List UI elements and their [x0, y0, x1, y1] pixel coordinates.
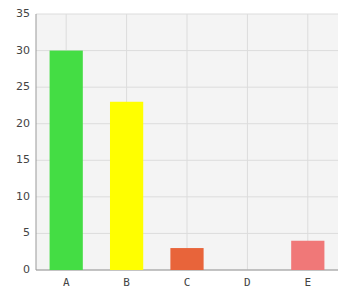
y-tick-label: 25: [16, 80, 30, 93]
bar: [50, 51, 83, 270]
y-tick-label: 35: [16, 7, 30, 20]
y-tick-label: 0: [23, 263, 30, 276]
plot-area: [36, 14, 338, 270]
grid: [36, 14, 338, 270]
bar-chart: 0 5 10 15 20 25 30 35 A B C D E: [0, 0, 350, 300]
y-tick-label: 20: [16, 117, 30, 130]
bar: [110, 102, 143, 270]
x-tick-label: C: [184, 276, 191, 289]
y-tick-label: 10: [16, 190, 30, 203]
y-tick-label: 30: [16, 44, 30, 57]
y-tick-label: 5: [23, 226, 30, 239]
x-grid-line: [187, 14, 188, 270]
x-grid-line: [247, 14, 248, 270]
x-grid-line: [307, 14, 308, 270]
y-axis-line: [36, 14, 37, 270]
bar: [231, 270, 264, 271]
y-tick-label: 15: [16, 153, 30, 166]
x-tick-label: E: [304, 276, 311, 289]
bar: [170, 248, 203, 270]
chart-container: 0 5 10 15 20 25 30 35 A B C D E: [0, 0, 350, 300]
axes: 0 5 10 15 20 25 30 35 A B C D E: [16, 7, 338, 289]
x-tick-label: A: [63, 276, 70, 289]
x-tick-label: B: [123, 276, 130, 289]
x-tick-label: D: [244, 276, 251, 289]
bar: [291, 241, 324, 270]
bars: [50, 51, 325, 270]
